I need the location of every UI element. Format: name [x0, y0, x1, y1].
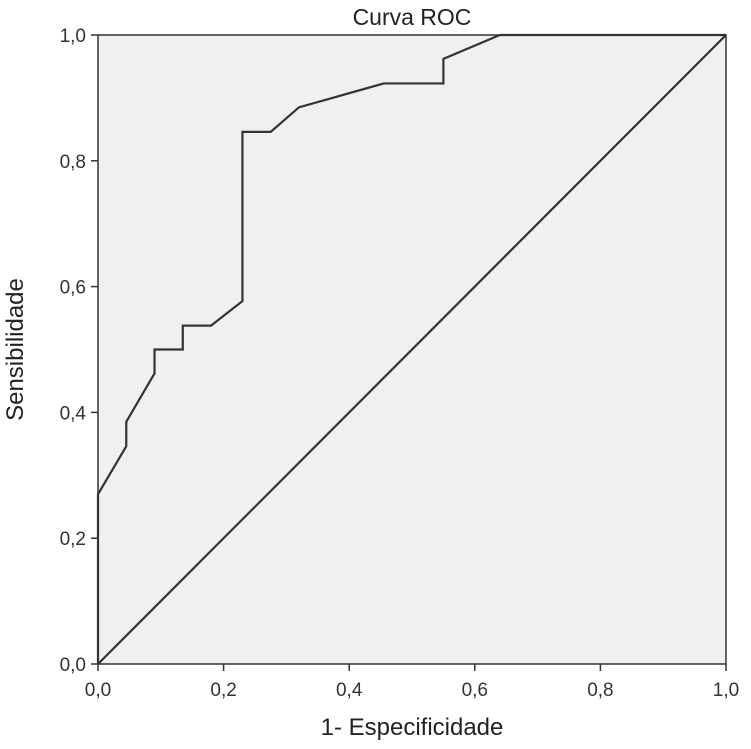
chart-title: Curva ROC	[353, 4, 472, 30]
x-axis-title: 1- Especificidade	[321, 714, 504, 741]
x-tick-label: 1,0	[713, 680, 739, 701]
y-tick-label: 1,0	[60, 26, 86, 47]
y-tick-label: 0,6	[60, 278, 86, 299]
y-tick-label: 0,8	[60, 152, 86, 173]
y-tick-label: 0,0	[60, 655, 86, 676]
x-tick-label: 0,6	[462, 680, 488, 701]
x-tick-label: 0,4	[336, 680, 363, 701]
y-tick-label: 0,4	[60, 403, 87, 424]
reference-diagonal-line	[97, 34, 727, 665]
x-tick-label: 0,8	[587, 680, 613, 701]
roc-curve-line	[96, 33, 726, 664]
x-tick-label: 0,0	[85, 680, 111, 701]
axes-layer: 0,0 0,0 0,2 0,2 0,4 0,4 0,6 0,6 0,8 0,8 1,0 1,0	[60, 26, 740, 701]
y-axis-title: Sensibilidade	[2, 278, 29, 421]
series-layer	[96, 33, 727, 665]
y-tick-label: 0,2	[60, 529, 86, 550]
x-tick-label: 0,2	[210, 680, 236, 701]
